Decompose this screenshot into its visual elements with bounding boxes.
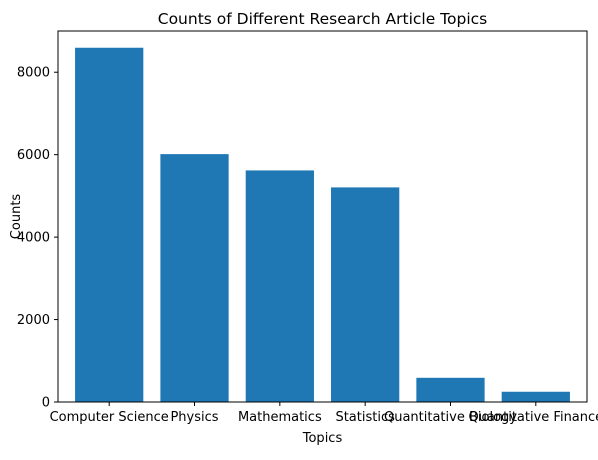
y-tick-label: 6000 — [17, 148, 50, 163]
x-axis-label: Topics — [302, 431, 343, 446]
y-tick-label: 8000 — [17, 66, 50, 81]
bar-statistics — [331, 187, 399, 402]
x-tick-label: Physics — [170, 410, 218, 425]
bar-computer-science — [75, 48, 143, 402]
x-tick-label: Quantitative Finance — [468, 410, 598, 425]
y-tick-label: 2000 — [17, 313, 50, 328]
plot-area: Computer Science Physics Mathematics Statis… — [17, 48, 598, 425]
bar-physics — [160, 154, 228, 402]
y-tick-label: 0 — [42, 396, 50, 411]
x-tick-label: Mathematics — [238, 410, 322, 425]
chart-title: Counts of Different Research Article Top… — [158, 10, 488, 28]
bar-mathematics — [246, 170, 314, 402]
bar-quantitative-biology — [416, 378, 484, 402]
bar-quantitative-finance — [502, 392, 570, 402]
x-tick-label: Computer Science — [50, 410, 169, 425]
y-axis-label: Counts — [9, 194, 24, 240]
